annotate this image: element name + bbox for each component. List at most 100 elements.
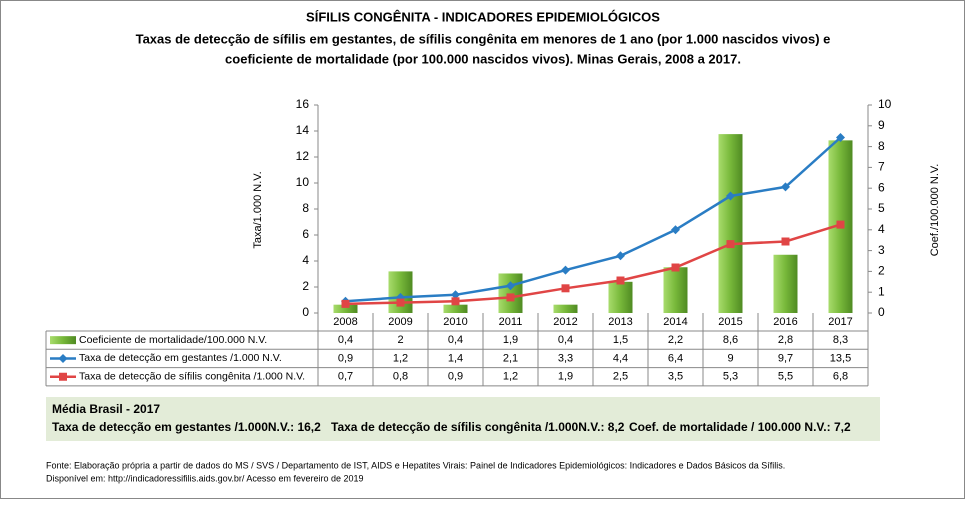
value-label: 0,4 [448,334,463,346]
x-tick-label: 2016 [773,316,797,328]
source: Fonte: Elaboração própria a partir de da… [46,460,785,470]
legend-key [50,336,76,345]
bar [498,273,523,313]
x-tick-label: 2013 [608,316,632,328]
y2-axis-title: Coef./100.000 N.V. [929,164,941,257]
y2-tick-label: 4 [878,222,885,236]
value-label: 1,9 [558,371,573,383]
y2-tick-label: 1 [878,284,885,298]
summary-item: Taxa de detecção de sífilis congênita /1… [331,420,625,434]
x-tick-label: 2014 [663,316,687,328]
point [451,290,460,300]
value-label: 1,2 [393,352,408,364]
summary-item: Coef. de mortalidade / 100.000 N.V.: 7,2 [629,420,851,434]
line [345,136,842,303]
point [561,284,570,293]
value-label: 2 [397,334,403,346]
bar [608,281,633,313]
value-label: 0,8 [393,371,408,383]
value-label: 0,4 [338,334,353,346]
value-label: 8,3 [833,334,848,346]
point [726,191,735,201]
y-tick-label: 4 [302,253,309,267]
legend-key [58,353,68,363]
x-tick-label: 2008 [333,316,357,328]
value-label: 4,4 [613,352,628,364]
x-tick-label: 2009 [388,316,412,328]
y2-tick-label: 3 [878,243,885,257]
chart-title: SÍFILIS CONGÊNITA - INDICADORES EPIDEMIO… [306,9,660,24]
summary-box [46,397,880,441]
x-tick-label: 2010 [443,316,467,328]
x-tick-label: 2012 [553,316,577,328]
y-tick-label: 10 [296,175,310,189]
value-label: 8,6 [723,334,738,346]
point [726,240,735,249]
point [341,299,350,308]
value-label: 1,4 [448,352,463,364]
value-label: 9 [727,352,733,364]
point [781,182,790,192]
chart-subtitle: coeficiente de mortalidade (por 100.000 … [225,51,741,66]
value-label: 6,4 [668,352,683,364]
value-label: 9,7 [778,352,793,364]
value-label: 2,1 [503,352,518,364]
point [781,237,790,246]
point [396,298,405,307]
bar [718,134,743,313]
value-label: 2,5 [613,371,628,383]
point [671,225,680,235]
chart-subtitle: Taxas de detecção de sífilis em gestante… [136,31,831,46]
point [836,220,845,229]
x-tick-label: 2011 [499,316,523,328]
legend-label: Coeficiente de mortalidade/100.000 N.V. [79,334,267,346]
summary-item: Taxa de detecção em gestantes /1.000N.V.… [52,420,321,434]
y-tick-label: 2 [302,279,309,293]
point [506,281,515,291]
y2-tick-label: 5 [878,201,885,215]
y-tick-label: 12 [296,149,310,163]
value-label: 5,3 [723,371,738,383]
point [451,297,460,306]
legend-label: Taxa de detecção em gestantes /1.000 N.V… [79,352,282,364]
value-label: 6,8 [833,371,848,383]
point [506,293,515,302]
value-label: 0,9 [448,371,463,383]
point [561,265,570,275]
y2-tick-label: 6 [878,180,885,194]
point [836,133,845,142]
value-label: 1,5 [613,334,628,346]
value-label: 1,9 [503,334,518,346]
value-label: 13,5 [830,352,851,364]
source: Disponível em: http://indicadoressifilis… [46,473,364,483]
bar [443,304,468,313]
y-tick-label: 0 [302,305,309,319]
value-label: 3,5 [668,371,683,383]
value-label: 1,2 [503,371,518,383]
summary-title: Média Brasil - 2017 [52,402,160,416]
bar [388,271,413,313]
bar [333,304,358,313]
point [671,263,680,272]
y2-tick-label: 9 [878,118,885,132]
point [616,251,625,261]
y2-tick-label: 2 [878,264,885,278]
bar [663,267,688,313]
value-label: 0,7 [338,371,353,383]
value-label: 2,8 [778,334,793,346]
y-tick-label: 14 [296,123,310,137]
value-label: 5,5 [778,371,793,383]
x-tick-label: 2015 [718,316,742,328]
legend-key [59,372,67,381]
x-tick-label: 2017 [828,316,852,328]
line [345,223,841,306]
y2-tick-label: 0 [878,305,885,319]
point [616,276,625,285]
y-tick-label: 16 [296,97,310,111]
y-tick-label: 8 [302,201,309,215]
y2-tick-label: 10 [878,97,892,111]
bar [773,254,798,313]
value-label: 3,3 [558,352,573,364]
